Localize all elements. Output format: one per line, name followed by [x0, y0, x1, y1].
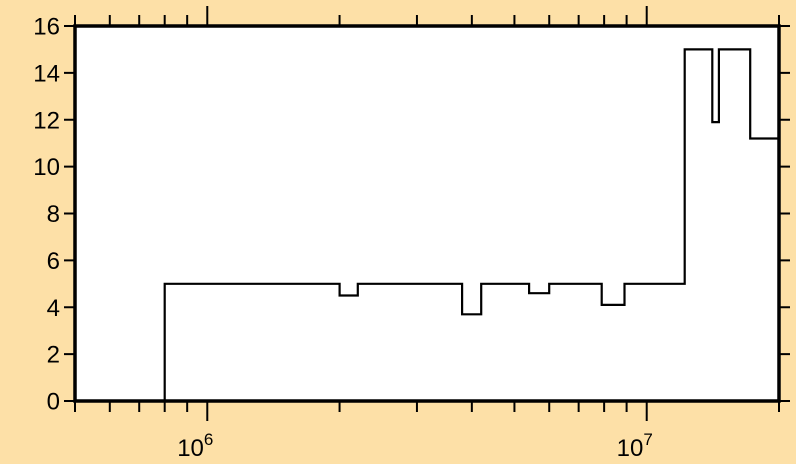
y-tick-label: 6: [47, 248, 60, 275]
x-tick-label: 106: [177, 430, 213, 462]
x-minor-ticks: [74, 15, 780, 412]
step-series-line: [163, 48, 779, 401]
y-tick-label: 16: [33, 14, 60, 41]
y-tick-label: 8: [47, 201, 60, 228]
y-tick-label: 14: [33, 60, 60, 87]
y-tick-label: 10: [33, 154, 60, 181]
y-tick-label: 0: [47, 389, 60, 416]
y-tick-label: 4: [47, 295, 60, 322]
y-tick-label: 2: [47, 342, 60, 369]
plot-area: [75, 26, 779, 401]
y-tick-labels: 0 2 4 6 8 10 12 14 16: [33, 14, 60, 416]
x-tick-labels: 106 107: [177, 430, 653, 462]
axis-ticks: [64, 6, 790, 421]
plot-frame: [73, 24, 781, 403]
y-tick-label: 12: [33, 107, 60, 134]
x-tick-label: 107: [617, 430, 653, 462]
